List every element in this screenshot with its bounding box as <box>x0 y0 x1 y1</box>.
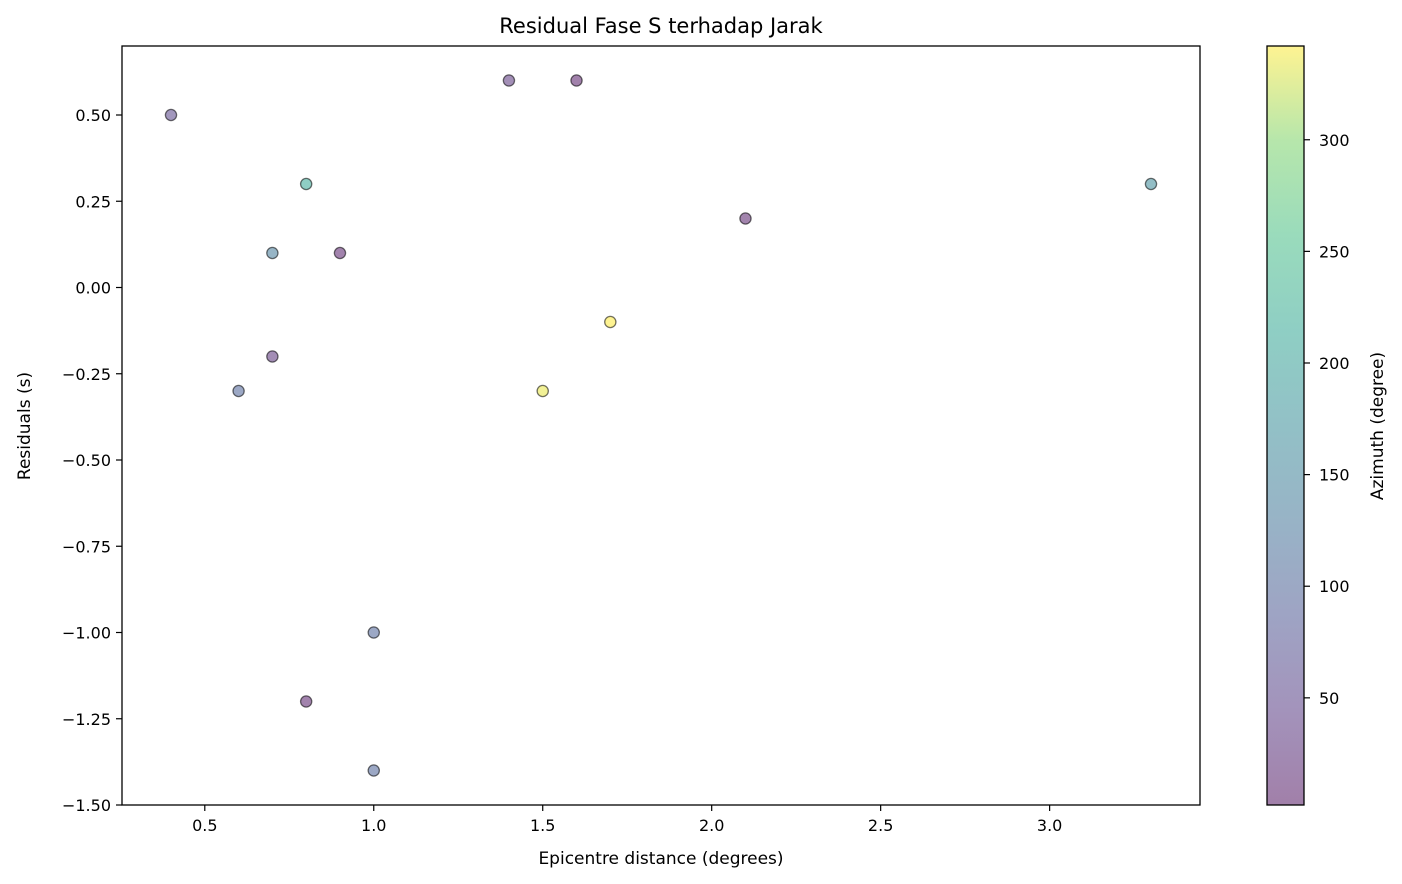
scatter-point <box>164 108 178 122</box>
x-axis: 0.5 1.0 1.5 2.0 2.5 3.0 <box>192 805 1062 835</box>
scatter-point <box>333 246 347 260</box>
colorbar-tick-label: 150 <box>1319 466 1350 485</box>
scatter-point <box>502 74 516 87</box>
y-axis-label: Residuals (s) <box>15 372 35 480</box>
x-axis-label: Epicentre distance (degrees) <box>538 849 783 869</box>
scatter-point <box>1144 177 1158 191</box>
x-tick-label: 3.0 <box>1037 816 1062 835</box>
y-tick-label: −1.25 <box>62 710 111 729</box>
colorbar-tick-label: 50 <box>1319 689 1339 708</box>
colorbar-label: Azimuth (degree) <box>1368 352 1388 500</box>
scatter-point <box>266 350 279 363</box>
scatter-point <box>299 177 313 191</box>
colorbar-axis: 50 100 150 200 250 300 <box>1304 131 1350 708</box>
y-tick-label: 0.50 <box>75 106 111 125</box>
scatter-point <box>266 246 279 260</box>
scatter-point <box>232 384 245 398</box>
plot-area <box>164 74 1158 777</box>
scatter-point <box>739 212 752 225</box>
scatter-point <box>570 74 583 87</box>
y-tick-label: −1.50 <box>62 796 111 815</box>
scatter-point <box>604 315 617 329</box>
colorbar <box>1266 45 1305 806</box>
x-tick-label: 1.0 <box>361 816 386 835</box>
scatter-point <box>299 695 313 708</box>
scatter-point <box>536 384 549 398</box>
colorbar-tick-label: 200 <box>1319 354 1350 373</box>
colorbar-tick-label: 250 <box>1319 242 1350 261</box>
chart-title: Residual Fase S terhadap Jarak <box>499 14 823 38</box>
y-tick-label: −1.00 <box>62 624 111 643</box>
x-tick-label: 2.0 <box>699 816 724 835</box>
scatter-point <box>367 626 381 639</box>
y-tick-label: 0.00 <box>75 279 111 298</box>
y-tick-label: −0.75 <box>62 537 111 556</box>
colorbar-tick-label: 100 <box>1319 577 1350 596</box>
y-tick-label: −0.25 <box>62 365 111 384</box>
y-tick-label: −0.50 <box>62 451 111 470</box>
colorbar-tick-label: 300 <box>1319 131 1350 150</box>
plot-frame <box>121 45 1201 806</box>
x-tick-label: 2.5 <box>868 816 893 835</box>
x-tick-label: 0.5 <box>192 816 217 835</box>
scatter-point <box>367 764 381 777</box>
y-axis: −1.50 −1.25 −1.00 −0.75 −0.50 −0.25 0.00 0.25 0.… <box>62 106 122 815</box>
x-tick-label: 1.5 <box>530 816 555 835</box>
y-tick-label: 0.25 <box>75 192 111 211</box>
